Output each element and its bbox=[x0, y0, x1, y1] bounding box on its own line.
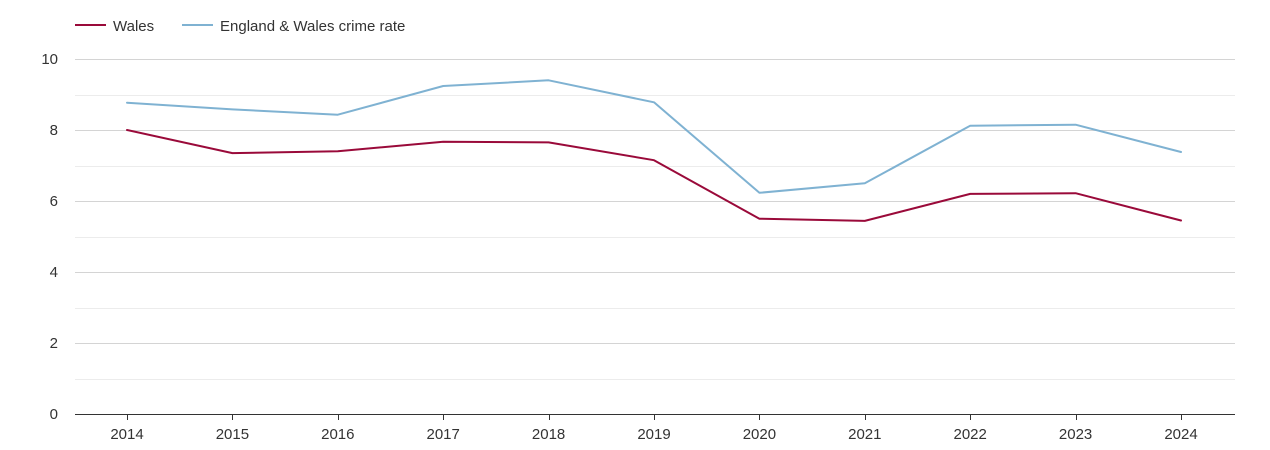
x-tick-label: 2023 bbox=[1059, 426, 1092, 443]
y-tick-label: 2 bbox=[50, 335, 58, 352]
series-line-england-wales[interactable] bbox=[126, 79, 1182, 194]
series-lines bbox=[126, 79, 1182, 222]
x-tick-label: 2019 bbox=[637, 426, 670, 443]
y-tick-label: 8 bbox=[50, 122, 58, 139]
x-tick-label: 2016 bbox=[321, 426, 354, 443]
x-tick-label: 2021 bbox=[848, 426, 881, 443]
y-tick-label: 0 bbox=[50, 406, 58, 423]
gridlines bbox=[75, 59, 1235, 380]
series-line-wales[interactable] bbox=[126, 129, 1182, 222]
legend-label-wales: Wales bbox=[113, 18, 154, 35]
x-tick-label: 2022 bbox=[954, 426, 987, 443]
legend: Wales England & Wales crime rate bbox=[75, 18, 405, 35]
legend-label-england-wales: England & Wales crime rate bbox=[220, 18, 405, 35]
x-tick-label: 2014 bbox=[110, 426, 143, 443]
x-tick-label: 2018 bbox=[532, 426, 565, 443]
y-tick-label: 6 bbox=[50, 193, 58, 210]
legend-item-wales[interactable]: Wales bbox=[75, 18, 154, 35]
y-axis: 0 2 4 6 8 10 bbox=[41, 51, 58, 423]
y-tick-label: 10 bbox=[41, 51, 58, 68]
legend-item-england-wales[interactable]: England & Wales crime rate bbox=[182, 18, 405, 35]
y-tick-label: 4 bbox=[50, 264, 58, 281]
x-tick-label: 2020 bbox=[743, 426, 776, 443]
x-tick-label: 2017 bbox=[427, 426, 460, 443]
x-tick-label: 2024 bbox=[1164, 426, 1197, 443]
x-axis: 2014 2015 2016 2017 2018 2019 2020 2021 2022 2023… bbox=[75, 414, 1235, 443]
x-tick-label: 2015 bbox=[216, 426, 249, 443]
